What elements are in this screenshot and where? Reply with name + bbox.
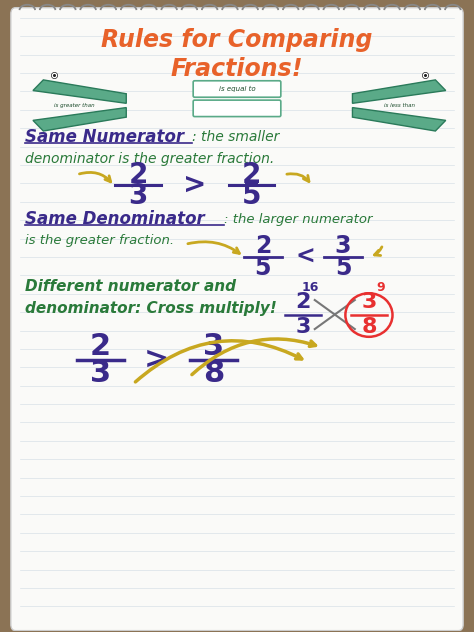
Text: 3: 3	[295, 317, 310, 337]
Text: 3: 3	[203, 332, 224, 360]
Text: 2: 2	[128, 161, 148, 189]
Text: denominator is the greater fraction.: denominator is the greater fraction.	[25, 152, 274, 166]
Text: 8: 8	[361, 317, 377, 337]
Text: >: >	[183, 171, 206, 199]
Text: 5: 5	[335, 255, 351, 279]
Text: Same Numerator: Same Numerator	[25, 128, 184, 146]
Text: Different numerator and: Different numerator and	[25, 279, 236, 295]
Text: 3: 3	[361, 293, 377, 312]
Text: 2: 2	[295, 293, 310, 312]
Text: 9: 9	[376, 281, 385, 295]
Text: Fractions!: Fractions!	[171, 57, 303, 81]
Text: 3: 3	[335, 234, 351, 258]
FancyBboxPatch shape	[193, 81, 281, 97]
Text: 3: 3	[90, 358, 111, 387]
Text: 8: 8	[203, 358, 224, 387]
Polygon shape	[353, 107, 446, 131]
Polygon shape	[33, 80, 126, 103]
Text: is equal to: is equal to	[219, 86, 255, 92]
Text: denominator: Cross multiply!: denominator: Cross multiply!	[25, 301, 277, 316]
Text: 16: 16	[301, 281, 319, 295]
Text: 5: 5	[255, 255, 271, 279]
Text: : the smaller: : the smaller	[192, 130, 280, 144]
Text: is greater than: is greater than	[54, 103, 95, 108]
Text: is less than: is less than	[383, 103, 415, 108]
Text: Same Denominator: Same Denominator	[25, 210, 205, 228]
Polygon shape	[353, 80, 446, 103]
Polygon shape	[33, 107, 126, 131]
Text: 2: 2	[255, 234, 271, 258]
Text: <: <	[295, 245, 315, 269]
Text: wwww: wwww	[430, 96, 446, 101]
Text: : the larger numerator: : the larger numerator	[224, 213, 372, 226]
Text: is the greater fraction.: is the greater fraction.	[25, 234, 174, 248]
Text: >: >	[144, 345, 170, 374]
Text: wwww: wwww	[36, 96, 52, 101]
Text: 3: 3	[128, 182, 148, 210]
Text: 5: 5	[241, 182, 261, 210]
Text: Rules for Comparing: Rules for Comparing	[101, 28, 373, 52]
Text: 2: 2	[90, 332, 111, 360]
FancyBboxPatch shape	[11, 8, 463, 631]
Text: 2: 2	[241, 161, 261, 189]
FancyBboxPatch shape	[193, 100, 281, 116]
